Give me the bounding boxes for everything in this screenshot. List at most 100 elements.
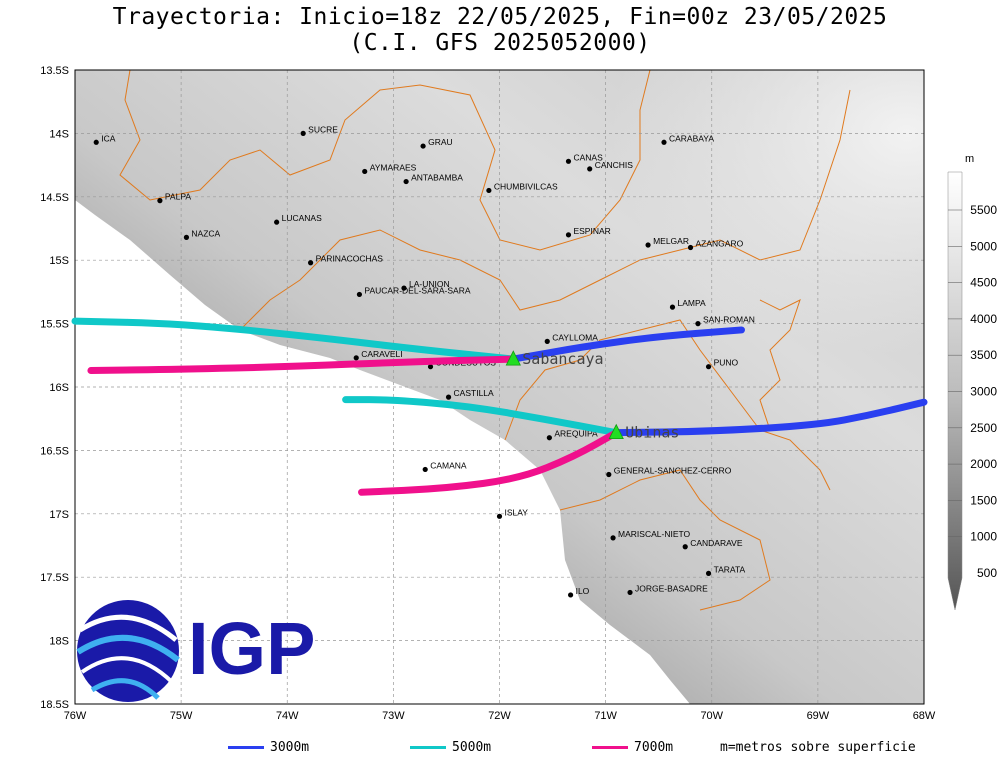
place-label: CAYLLOMA [552, 332, 598, 342]
place-marker [403, 178, 409, 185]
place-marker [682, 544, 688, 550]
lon-tick-label: 75W [170, 710, 193, 722]
lon-tick-label: 70W [700, 710, 723, 722]
place-marker [565, 232, 572, 238]
place-label: AZANGARO [696, 239, 744, 249]
colorbar-label: 5500 [970, 203, 997, 217]
place-label: CHUMBIVILCAS [494, 181, 558, 191]
volcano-label: Ubinas [625, 424, 679, 442]
legend-item-3000m: 3000m [228, 740, 309, 755]
igp-logo-text: IGP [188, 607, 315, 690]
place-marker [401, 285, 407, 291]
lat-tick-label: 15S [49, 255, 69, 267]
trajectory-7000m-sabancaya [87, 355, 517, 375]
colorbar-label: 2500 [970, 421, 997, 435]
legend-label: 7000m [634, 740, 674, 755]
place-label: CANCHIS [595, 160, 634, 170]
place-marker [486, 187, 492, 194]
place-marker [157, 198, 163, 204]
place-label: MARISCAL-NIETO [618, 529, 690, 539]
place-marker [568, 592, 574, 598]
place-label: SAN-ROMAN [703, 315, 755, 325]
place-label: MELGAR [653, 236, 689, 246]
place-marker [445, 394, 452, 400]
lat-tick-label: 18.5S [40, 699, 69, 711]
colorbar-label: 3000 [970, 385, 997, 399]
lat-tick-label: 16S [49, 382, 69, 394]
place-label: SUCRE [308, 124, 338, 134]
place-marker [274, 219, 280, 225]
place-marker [422, 466, 428, 473]
place-marker [307, 260, 314, 266]
place-marker [695, 321, 701, 327]
place-marker [420, 143, 426, 149]
lon-tick-label: 73W [382, 710, 405, 722]
place-label: PUNO [714, 358, 739, 368]
place-marker [544, 338, 550, 344]
place-marker [606, 471, 612, 478]
colorbar-label: 1500 [970, 493, 997, 507]
place-label: LA-UNION [409, 279, 450, 289]
lon-tick-label: 76W [64, 710, 87, 722]
place-label: ILO [576, 586, 590, 596]
colorbar-label: 4000 [970, 312, 997, 326]
place-marker [661, 139, 667, 145]
legend-item-5000m: 5000m [410, 740, 491, 755]
legend-swatch [228, 746, 264, 749]
lat-tick-label: 17.5S [40, 572, 69, 584]
place-marker [300, 130, 306, 136]
igp-globe-icon [76, 600, 180, 702]
place-label: CANDARAVE [690, 538, 743, 548]
place-label: AREQUIPA [554, 429, 598, 439]
colorbar-label: 5000 [970, 239, 997, 253]
lat-tick-label: 17S [49, 509, 69, 521]
lat-tick-label: 14S [49, 128, 69, 140]
place-label: TARATA [714, 564, 746, 574]
colorbar-label: 2000 [970, 457, 997, 471]
trajectory-3000m-sabancaya [509, 326, 745, 363]
colorbar-unit: m [965, 153, 974, 165]
place-label: ESPINAR [573, 226, 610, 236]
place-marker [687, 244, 694, 251]
lon-tick-label: 72W [488, 710, 511, 722]
lon-tick-label: 74W [276, 710, 299, 722]
place-label: LAMPA [677, 298, 706, 308]
volcano-label: Sabancaya [522, 350, 603, 368]
place-marker [645, 242, 651, 248]
legend-item-7000m: 7000m [592, 740, 673, 755]
place-label: GENERAL-SANCHEZ-CERRO [614, 465, 732, 475]
place-label: CAMANA [430, 460, 467, 470]
lat-tick-label: 16.5S [40, 445, 69, 457]
place-marker [353, 355, 359, 361]
lon-tick-label: 68W [913, 710, 936, 722]
place-label: GRAU [428, 137, 453, 147]
colorbar-label: 4500 [970, 276, 997, 290]
place-marker [356, 291, 363, 298]
map-title-line1: Trayectoria: Inicio=18z 22/05/2025, Fin=… [112, 4, 888, 30]
legend-swatch [410, 746, 446, 749]
volcano-marker [505, 350, 521, 366]
place-marker [627, 589, 633, 596]
trajectory-5000m-ubinas [342, 396, 620, 437]
place-label: PALPA [165, 192, 191, 202]
place-marker [496, 513, 503, 519]
legend-label: 5000m [452, 740, 492, 755]
place-marker [610, 535, 616, 541]
place-marker [362, 168, 368, 175]
place-label: PARINACOCHAS [316, 254, 384, 264]
place-label: PAUCAR-DEL-SARA-SARA [364, 285, 470, 295]
legend-note: m=metros sobre superficie [720, 740, 916, 755]
place-marker [705, 570, 712, 576]
place-marker [705, 364, 712, 370]
legend-label: 3000m [270, 740, 310, 755]
colorbar-label: 500 [977, 566, 997, 580]
lat-tick-label: 13.5S [40, 65, 69, 77]
place-label: JORGE-BASADRE [635, 583, 708, 593]
place-label: ISLAY [505, 507, 529, 517]
place-label: AYMARAES [370, 162, 417, 172]
legend-swatch [592, 746, 628, 749]
place-label: CASTILLA [454, 388, 494, 398]
trajectory-5000m-sabancaya [71, 317, 517, 363]
volcano-marker [608, 423, 624, 440]
